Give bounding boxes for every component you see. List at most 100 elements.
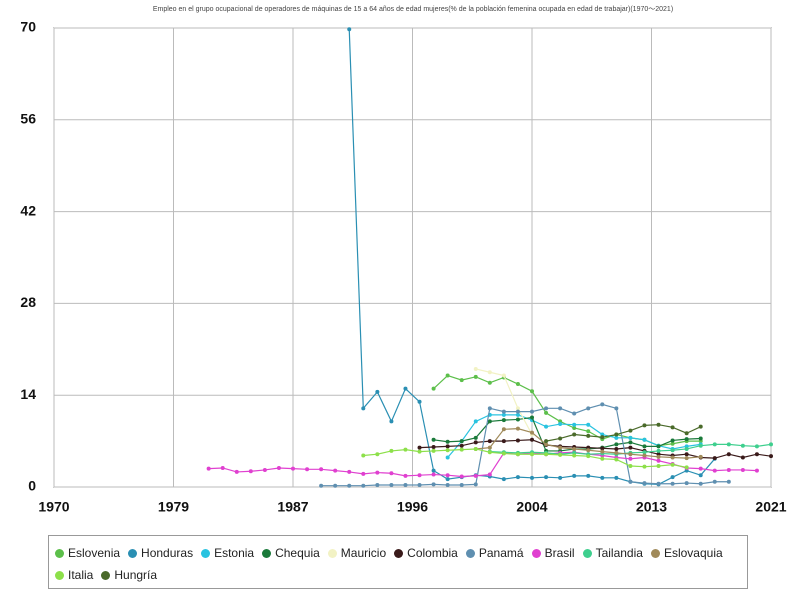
point xyxy=(515,406,520,411)
point xyxy=(530,475,534,480)
point xyxy=(628,440,633,445)
legend-marker xyxy=(582,548,592,558)
point xyxy=(473,366,478,371)
point xyxy=(642,464,647,469)
point xyxy=(305,467,310,472)
point xyxy=(361,453,366,458)
point xyxy=(473,473,478,478)
point xyxy=(600,475,605,480)
point xyxy=(333,468,338,473)
x-tick-label: 1987 xyxy=(277,499,308,515)
point xyxy=(530,452,534,457)
point xyxy=(445,448,450,453)
point xyxy=(684,431,689,436)
point xyxy=(670,462,675,467)
point xyxy=(572,473,577,478)
point xyxy=(544,452,549,457)
point xyxy=(347,27,352,32)
point xyxy=(501,418,506,423)
point xyxy=(417,483,422,488)
point xyxy=(698,466,703,471)
point xyxy=(515,382,520,387)
point xyxy=(572,446,577,451)
point xyxy=(712,468,717,473)
point xyxy=(670,481,675,486)
point xyxy=(417,449,422,454)
point xyxy=(487,370,492,375)
point xyxy=(375,483,380,488)
point xyxy=(642,481,647,486)
point xyxy=(206,466,211,471)
y-tick-label: 28 xyxy=(20,294,36,310)
point xyxy=(586,454,591,459)
point xyxy=(698,424,703,429)
point xyxy=(375,470,380,475)
point xyxy=(558,422,563,427)
point xyxy=(628,479,633,484)
point xyxy=(558,406,563,411)
point xyxy=(698,473,703,478)
point xyxy=(698,436,703,441)
point xyxy=(234,469,239,474)
point xyxy=(558,445,563,450)
point xyxy=(544,475,549,480)
legend-label: Panamá xyxy=(478,546,524,560)
y-tick-label: 56 xyxy=(20,111,36,127)
legend-label: Hungría xyxy=(114,568,158,582)
legend-marker xyxy=(394,548,404,558)
point xyxy=(501,427,506,432)
legend: Eslovenia Honduras Estonia Chequia Mauricio C… xyxy=(48,535,748,589)
point xyxy=(530,430,534,435)
x-tick-label: 1996 xyxy=(397,499,428,515)
point xyxy=(642,453,647,458)
legend-label: Mauricio xyxy=(340,546,387,560)
legend-marker xyxy=(55,570,64,580)
point xyxy=(698,443,703,448)
point xyxy=(726,442,731,447)
point xyxy=(431,482,436,487)
point xyxy=(656,454,661,459)
point xyxy=(375,452,380,457)
point xyxy=(712,456,717,461)
x-tick-label: 2021 xyxy=(755,499,786,515)
point xyxy=(544,424,549,429)
point xyxy=(656,448,661,453)
legend-item: Hungría xyxy=(101,564,157,586)
point xyxy=(684,481,689,486)
point xyxy=(501,373,506,378)
point xyxy=(262,467,267,472)
point xyxy=(614,446,619,451)
legend-marker xyxy=(201,548,211,558)
point xyxy=(445,455,450,460)
point xyxy=(754,444,759,449)
point xyxy=(291,466,295,471)
legend-label: Eslovaquia xyxy=(663,546,723,560)
legend-item: Honduras xyxy=(128,542,193,564)
point xyxy=(501,412,506,417)
point xyxy=(417,473,422,478)
point xyxy=(544,410,549,415)
point xyxy=(431,437,436,442)
point xyxy=(515,409,520,414)
point xyxy=(403,447,408,452)
point xyxy=(726,479,731,484)
point xyxy=(670,441,675,446)
point xyxy=(754,452,759,457)
legend-item: Brasil xyxy=(531,542,575,564)
point xyxy=(642,437,647,442)
point xyxy=(586,429,591,434)
point xyxy=(628,456,633,461)
point xyxy=(614,457,619,462)
point xyxy=(600,446,605,451)
point xyxy=(501,409,506,414)
point xyxy=(712,479,717,484)
point xyxy=(614,432,619,437)
point xyxy=(515,438,520,443)
point xyxy=(487,419,492,424)
point xyxy=(473,435,478,440)
series-line xyxy=(433,416,701,452)
point xyxy=(445,477,450,482)
legend-marker xyxy=(327,548,337,558)
point xyxy=(431,386,436,391)
